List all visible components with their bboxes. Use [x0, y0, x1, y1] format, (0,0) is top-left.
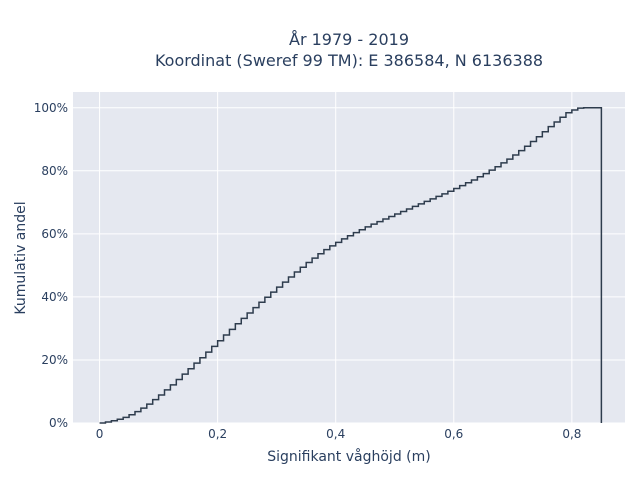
- y-tick-label: 20%: [41, 353, 68, 367]
- y-tick-label: 80%: [41, 164, 68, 178]
- x-tick-label: 0,6: [444, 427, 463, 441]
- y-tick-label: 40%: [41, 290, 68, 304]
- y-tick-label: 60%: [41, 227, 68, 241]
- x-tick-label: 0: [96, 427, 104, 441]
- chart-title-line2: Koordinat (Sweref 99 TM): E 386584, N 61…: [155, 51, 543, 70]
- y-tick-label: 0%: [49, 416, 68, 430]
- y-tick-labels: 0% 20% 40% 60% 80% 100%: [34, 101, 68, 430]
- grid-lines: [73, 92, 625, 424]
- x-tick-label: 0,2: [208, 427, 227, 441]
- plot-background: [73, 92, 625, 423]
- x-tick-labels: 0 0,2 0,4 0,6 0,8: [96, 427, 582, 441]
- cumulative-step-line: [99, 107, 603, 424]
- x-axis-title: Signifikant våghöjd (m): [267, 448, 430, 465]
- y-tick-label: 100%: [34, 101, 68, 115]
- chart-title-line1: År 1979 - 2019: [289, 30, 409, 49]
- y-axis-title: Kumulativ andel: [13, 201, 29, 314]
- x-tick-label: 0,4: [326, 427, 345, 441]
- x-tick-label: 0,8: [562, 427, 581, 441]
